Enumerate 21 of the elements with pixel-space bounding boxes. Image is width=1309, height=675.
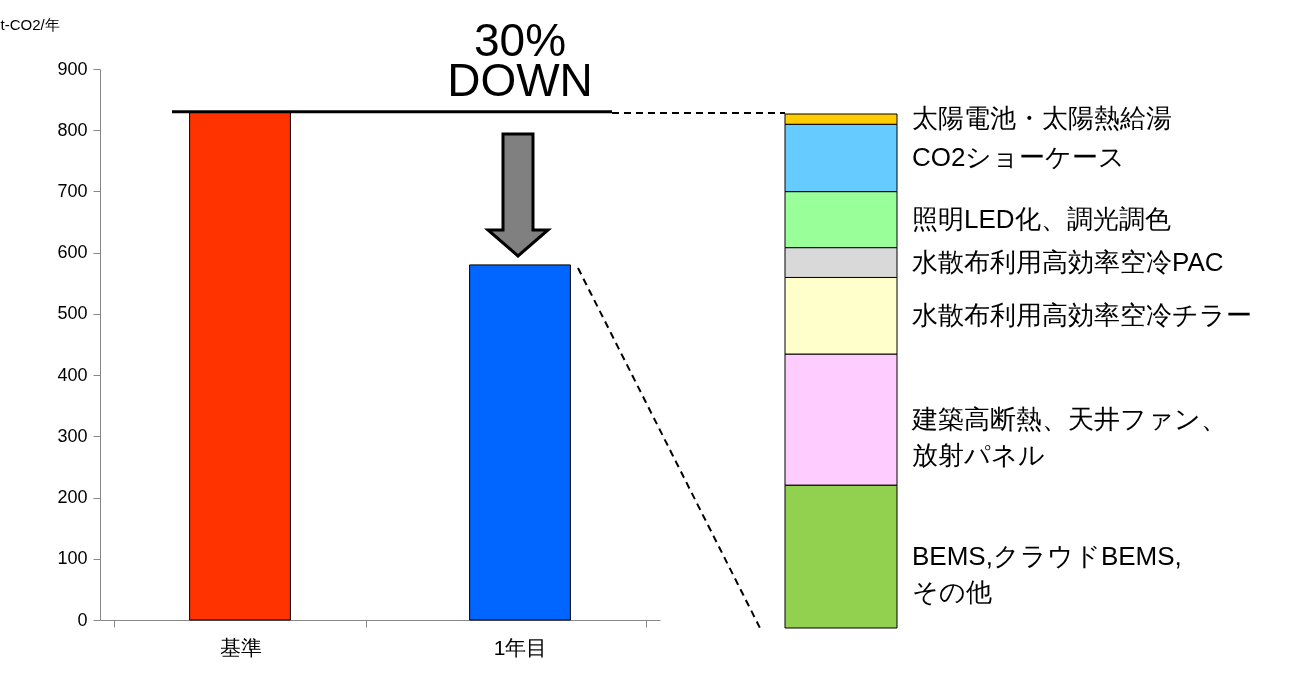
y-tick-label: 300 xyxy=(57,425,88,446)
series-label: CO2ショーケース xyxy=(912,141,1126,172)
series-label: 水散布利用高効率空冷PAC xyxy=(912,246,1224,277)
y-tick-label: 900 xyxy=(57,58,88,79)
y-tick-label: 100 xyxy=(57,548,88,569)
y-tick-label: 700 xyxy=(57,180,88,201)
ref-line-label: 30% DOWN xyxy=(447,13,593,106)
x-tick-label: 基準 xyxy=(219,635,262,659)
x-tick-label: 1年目 xyxy=(493,635,548,659)
series-label: 照明LED化、調光調色 xyxy=(912,203,1171,234)
y-tick-label: 800 xyxy=(57,119,88,140)
series-label: 建築高断熱、天井ファン、放射パネル xyxy=(911,403,1227,470)
y-tick-label: 500 xyxy=(57,303,88,324)
y-tick-label: 0 xyxy=(77,609,88,630)
y-tick-label: 400 xyxy=(57,364,88,385)
series-label: BEMS,クラウドBEMS,その他 xyxy=(912,540,1182,607)
series-label: 水散布利用高効率空冷チラー xyxy=(912,299,1252,330)
y-tick-label: 600 xyxy=(57,242,88,263)
series-label: 太陽電池・太陽熱給湯 xyxy=(912,103,1172,134)
y-axis-title: t-CO2/年 xyxy=(0,15,60,33)
y-tick-label: 200 xyxy=(57,487,88,508)
